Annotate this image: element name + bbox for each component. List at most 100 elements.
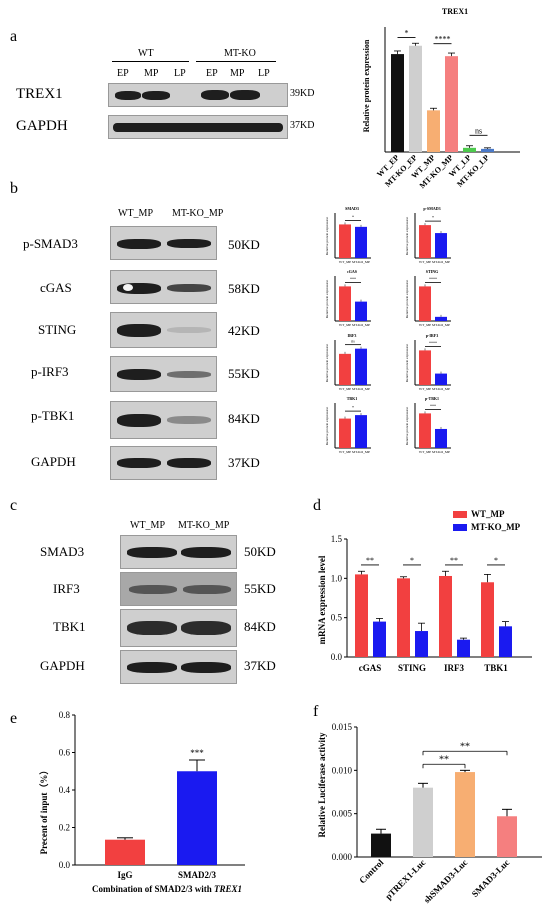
y-tick-label: 0.0 — [331, 652, 343, 662]
significance-label: * — [410, 556, 414, 565]
y-axis-label: Relative protein expression — [362, 39, 371, 132]
significance-label: *** — [350, 276, 356, 281]
mini-chart-title: p-SMAD3 — [423, 206, 440, 211]
significance-label: * — [352, 405, 354, 410]
significance-label: ns — [351, 339, 355, 344]
bar — [435, 373, 447, 385]
bar — [413, 787, 433, 857]
row-label: p-TBK1 — [31, 408, 75, 423]
bar — [339, 353, 351, 385]
y-axis-label: Precent of input（%） — [39, 766, 49, 855]
row-label: GAPDH — [40, 658, 85, 673]
mini-chart-title: cGAS — [347, 269, 358, 274]
mini-y-label: Relative protein expression — [325, 280, 329, 319]
significance-label: * — [494, 556, 498, 565]
kd-label: 37KD — [290, 120, 315, 131]
bar — [439, 575, 452, 657]
y-tick-label: 0.2 — [59, 823, 70, 833]
panel-d-chart: mRNA expression level 0.00.51.01.5cGAS**… — [317, 509, 532, 673]
chart-title: TREX1 — [442, 7, 468, 16]
panel-f-chart: Relative Luciferase activity 0.0000.0050… — [317, 722, 542, 905]
x-tick-label: WT_MP — [339, 387, 351, 391]
blot-cgas — [110, 270, 217, 304]
significance-label: ** — [460, 741, 470, 752]
blot-irf3 — [120, 572, 237, 606]
x-tick-label: IgG — [117, 870, 132, 880]
chart-a-marks: WT_EPMT-KO_EPWT_MPMT-KO_MPWT_LPMT-KO_LP*… — [375, 27, 520, 190]
legend-swatch — [453, 524, 467, 531]
significance-label: ns — [475, 126, 482, 135]
x-tick-label: WT_MP — [419, 323, 431, 327]
bar — [445, 56, 458, 152]
y-tick-label: 0.6 — [59, 748, 71, 758]
lane-label: WT_MP — [130, 520, 165, 531]
significance-label: ** — [439, 754, 449, 765]
significance-label: ** — [366, 556, 374, 565]
y-axis-label: mRNA expression level — [317, 555, 327, 644]
kd-label: 37KD — [228, 455, 260, 470]
mini-chart-title: p-TBK1 — [425, 396, 439, 401]
row-label: GAPDH — [16, 118, 68, 134]
mini-chart-title: STING — [426, 269, 438, 274]
bar — [419, 286, 431, 321]
significance-label: **** — [435, 35, 451, 44]
lane-label: EP — [206, 68, 218, 79]
x-axis-label: Combination of SMAD2/3 with TREX1 — [92, 884, 242, 894]
bar — [435, 428, 447, 448]
x-tick-label: cGAS — [359, 663, 382, 673]
x-tick-label: shSMAD3-Luc — [422, 857, 470, 905]
mini-chart-title: TBK1 — [347, 396, 357, 401]
kd-label: 55KD — [228, 366, 260, 381]
x-tick-label: Control — [357, 857, 386, 886]
x-tick-label: IRF3 — [444, 663, 464, 673]
y-tick-label: 0.0 — [59, 860, 71, 870]
y-tick-label: 0.8 — [59, 710, 71, 720]
x-tick-label: WT_MP — [339, 323, 351, 327]
mini-chart-title: p-IRF3 — [426, 333, 438, 338]
bar — [371, 833, 391, 857]
lane-label: LP — [258, 68, 270, 79]
significance-label: ** — [450, 556, 458, 565]
kd-label: 37KD — [244, 658, 276, 673]
bar — [481, 148, 494, 152]
panel-e-chart: Precent of input（%） Combination of SMAD2… — [39, 710, 245, 894]
significance-label: * — [405, 28, 409, 37]
kd-label: 50KD — [228, 237, 260, 252]
panel-a-chart: TREX1 Relative protein expression WT_EPM… — [362, 7, 520, 190]
group-label-wt: WT — [138, 48, 154, 59]
y-tick-label: 1.5 — [331, 534, 343, 544]
x-tick-label: MT-KO_MP — [352, 450, 370, 454]
kd-label: 39KD — [290, 88, 315, 99]
lane-label: MP — [230, 68, 245, 79]
mini-y-label: Relative protein expression — [325, 344, 329, 383]
y-tick-label: 0.4 — [59, 785, 71, 795]
row-label: p-SMAD3 — [23, 236, 78, 251]
row-label: TREX1 — [16, 86, 63, 102]
kd-label: 42KD — [228, 323, 260, 338]
blot-gapdh-c — [120, 650, 237, 684]
bar — [427, 110, 440, 152]
bar — [481, 582, 494, 657]
panel-letter-d: d — [313, 497, 321, 514]
mini-chart-title: SMAD3 — [345, 206, 359, 211]
bar — [339, 224, 351, 258]
x-tick-label: MT-KO_MP — [352, 323, 370, 327]
bar — [355, 415, 367, 448]
x-tick-label: TBK1 — [484, 663, 508, 673]
bar — [355, 226, 367, 258]
row-label: cGAS — [40, 280, 72, 295]
x-tick-label: SMAD2/3 — [178, 870, 216, 880]
x-tick-label: MT-KO_MP — [432, 387, 450, 391]
y-tick-label: 0.5 — [331, 613, 343, 623]
lane-label: WT_MP — [118, 208, 153, 219]
chart-d-marks: 0.0 0.5 1.0 1.5 cGAS ** STING * IRF3 ** TBK1 * WT_MP… — [331, 509, 532, 673]
x-tick-label: WT_MP — [339, 260, 351, 264]
y-tick-label: 0.010 — [332, 765, 353, 775]
legend-label: WT_MP — [471, 509, 505, 519]
x-tick-label: pTREX1-Luc — [383, 857, 427, 901]
kd-label: 84KD — [228, 411, 260, 426]
panel-letter-f: f — [313, 703, 319, 720]
bar — [415, 631, 428, 657]
panel-letter-e: e — [10, 710, 18, 727]
blot-p-smad3 — [110, 226, 217, 260]
